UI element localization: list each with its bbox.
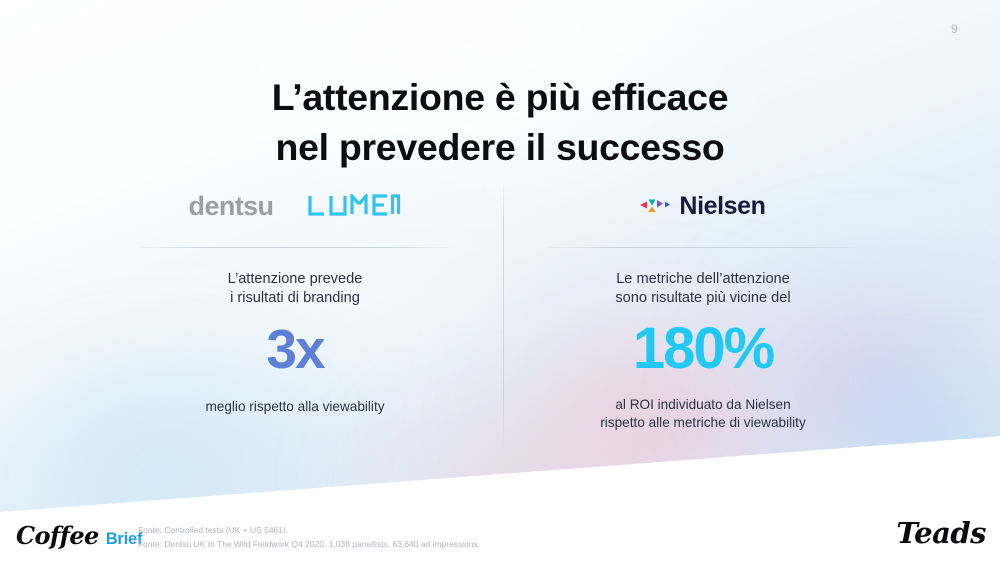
stat-caption-right-line-1: al ROI individuato da Nielsen xyxy=(615,397,791,412)
nielsen-wordmark: Nielsen xyxy=(679,191,766,220)
logo-row-left: dentsu xyxy=(140,180,450,232)
stats-columns: dentsu xyxy=(0,180,1000,440)
stat-lede-right: Le metriche dell’attenzione sono risulta… xyxy=(548,270,858,308)
stat-caption-left-line-1: meglio rispetto alla viewability xyxy=(205,399,385,414)
stat-lede-right-line-1: Le metriche dell’attenzione xyxy=(616,271,790,287)
stat-column-right: Nielsen Le metriche dell’attenzione sono… xyxy=(548,180,858,432)
page-number: 9 xyxy=(951,22,958,36)
dentsu-logo: dentsu xyxy=(188,190,275,221)
stat-column-left: dentsu xyxy=(140,180,450,416)
source-note-line-2: Fonte: Dentsu UK In The Wild Fieldwork Q… xyxy=(138,538,478,549)
nielsen-mark-icon xyxy=(640,199,671,212)
stat-lede-left-line-1: L’attenzione prevede xyxy=(227,271,363,287)
divider-rule-left xyxy=(140,247,450,248)
stat-value-left: 3x xyxy=(266,318,325,380)
headline-line-2: nel prevedere il successo xyxy=(275,126,725,169)
stat-caption-left: meglio rispetto alla viewability xyxy=(140,398,450,416)
brief-wordmark: Brief xyxy=(105,530,143,548)
nielsen-logo: Nielsen xyxy=(640,191,766,220)
divider-rule-right xyxy=(548,247,858,248)
stat-caption-right-line-2: rispetto alle metriche di viewability xyxy=(600,415,806,430)
column-divider xyxy=(503,182,504,444)
source-notes: Fonte: Controlled tests (UK + US 5461) F… xyxy=(138,524,478,551)
source-note-line-1: Fonte: Controlled tests (UK + US 5461) xyxy=(138,525,286,535)
logo-row-right: Nielsen xyxy=(548,180,858,232)
stat-lede-left-line-2: i risultati di branding xyxy=(230,290,360,306)
lumen-logo xyxy=(307,194,401,218)
coffee-wordmark: Coffee xyxy=(16,521,99,550)
stat-value-right: 180% xyxy=(632,316,775,381)
coffee-brief-logo: Coffee Brief xyxy=(16,524,142,548)
stat-caption-right: al ROI individuato da Nielsen rispetto a… xyxy=(548,396,858,432)
background-highlight-middle xyxy=(180,180,580,410)
teads-logo: Teads xyxy=(896,516,986,550)
page-title: L’attenzione è più efficace nel preveder… xyxy=(0,72,1000,172)
stat-lede-left: L’attenzione prevede i risultati di bran… xyxy=(140,270,450,308)
stat-lede-right-line-2: sono risultate più vicine del xyxy=(615,290,791,306)
headline-line-1: L’attenzione è più efficace xyxy=(271,76,729,119)
